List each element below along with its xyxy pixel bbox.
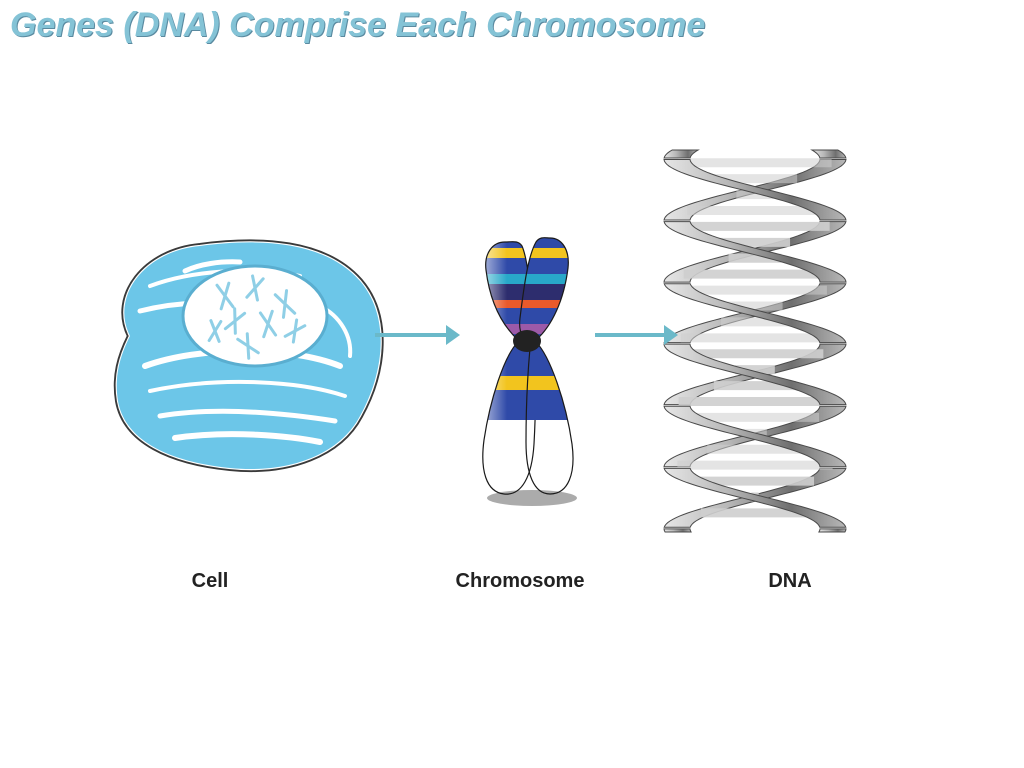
dna-icon: [640, 140, 870, 540]
chromosome-label: Chromosome: [400, 570, 640, 593]
cell-label: Cell: [90, 570, 330, 593]
cell-icon: [90, 216, 390, 486]
chromosome-illustration: [450, 230, 600, 510]
chromosome-icon: [450, 230, 600, 510]
cell-illustration: [90, 216, 390, 486]
slide-title: Genes (DNA) Comprise Each Chromosome: [10, 6, 705, 45]
dna-illustration: [640, 140, 870, 540]
slide-root: Genes (DNA) Comprise Each Chromosome: [0, 0, 1024, 768]
dna-label: DNA: [670, 570, 910, 593]
